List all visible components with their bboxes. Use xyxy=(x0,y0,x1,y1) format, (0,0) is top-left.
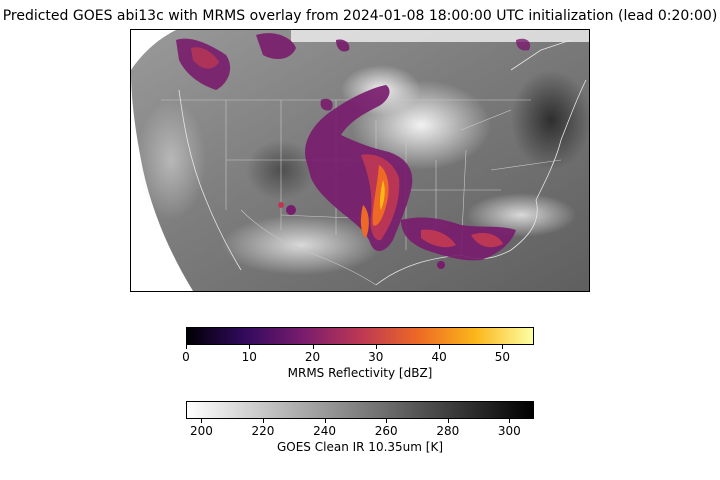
goes-tick-label: 280 xyxy=(436,424,460,438)
goes-tick-mark xyxy=(447,419,449,423)
mrms-tick-mark xyxy=(502,345,504,349)
mrms-colorbar xyxy=(186,327,534,345)
echo-cell xyxy=(191,47,219,69)
goes-colorbar xyxy=(186,401,534,419)
satellite-map xyxy=(130,29,590,292)
cloud-mass xyxy=(466,193,576,237)
goes-tick-label: 220 xyxy=(251,424,275,438)
goes-colorbar-label: GOES Clean IR 10.35um [K] xyxy=(276,440,443,454)
mrms-tick-mark xyxy=(186,345,187,349)
echo-cell xyxy=(336,39,350,52)
mrms-tick-mark xyxy=(249,345,251,349)
goes-tick-mark xyxy=(324,419,326,423)
goes-tick-mark xyxy=(201,419,203,423)
figure-title: Predicted GOES abi13c with MRMS overlay … xyxy=(2,8,718,24)
mrms-tick-mark xyxy=(439,345,441,349)
echo-cell xyxy=(437,261,445,269)
squall-line xyxy=(471,233,503,248)
cloud-mass xyxy=(221,215,381,275)
mrms-tick-label: 30 xyxy=(368,350,384,364)
goes-tick-mark xyxy=(509,419,511,423)
goes-tick-mark xyxy=(262,419,264,423)
goes-tick-label: 240 xyxy=(313,424,337,438)
mrms-tick-label: 50 xyxy=(494,350,510,364)
echo-cell xyxy=(278,202,284,208)
mrms-tick-mark xyxy=(312,345,314,349)
storm-core xyxy=(360,205,369,238)
map-canvas xyxy=(131,30,589,291)
goes-tick-label: 260 xyxy=(374,424,398,438)
goes-tick-label: 200 xyxy=(189,424,213,438)
echo-cell xyxy=(286,205,296,215)
echo-cell xyxy=(256,33,296,60)
mrms-tick-label: 40 xyxy=(431,350,447,364)
goes-tick-mark xyxy=(386,419,388,423)
storm-core xyxy=(379,180,385,210)
ir-upper-right-band xyxy=(291,30,589,42)
echo-cell xyxy=(516,38,531,51)
mrms-tick-mark xyxy=(375,345,377,349)
squall-line xyxy=(421,229,456,248)
echo-cell xyxy=(320,98,333,111)
mrms-colorbar-ticks: 0 10 20 30 40 50 xyxy=(182,345,534,365)
mrms-colorbar-label: MRMS Reflectivity [dBZ] xyxy=(287,366,433,380)
goes-tick-label: 300 xyxy=(497,424,521,438)
mrms-tick-label: 10 xyxy=(241,350,257,364)
squall-line xyxy=(401,217,516,261)
mrms-tick-label: 20 xyxy=(304,350,321,364)
cloud-mass xyxy=(136,100,206,220)
goes-colorbar-ticks: 200 220 240 260 280 300 xyxy=(186,419,534,439)
clear-sky-region xyxy=(511,70,589,170)
mrms-overlay xyxy=(176,33,531,269)
mrms-tick-label: 0 xyxy=(182,350,190,364)
